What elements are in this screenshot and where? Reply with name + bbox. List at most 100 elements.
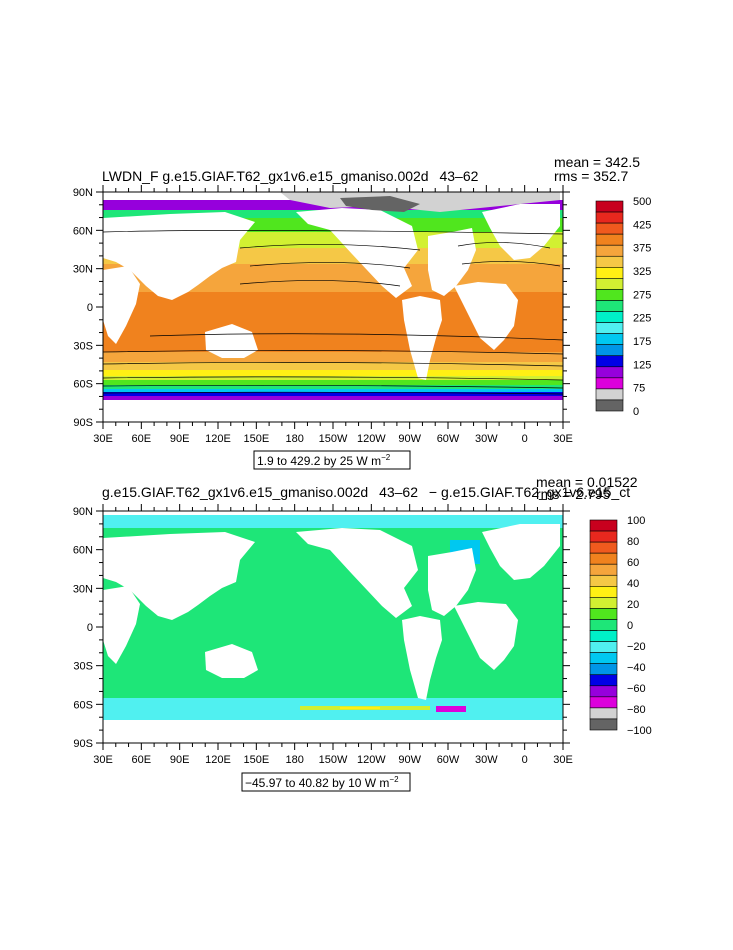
x-tick-label: 60W xyxy=(437,754,460,766)
colorbar-label: −80 xyxy=(627,704,646,716)
colorbar-swatch xyxy=(595,344,624,357)
x-tick-label: 30W xyxy=(475,433,498,445)
colorbar-swatch xyxy=(595,388,624,401)
colorbar-swatch xyxy=(589,563,618,576)
y-tick-label: 0 xyxy=(87,302,93,314)
colorbar-label: 20 xyxy=(627,599,639,611)
colorbar-swatch xyxy=(595,222,624,235)
colorbar-swatch xyxy=(595,278,624,290)
colorbar-swatch xyxy=(589,530,618,543)
panel-1-range-label: 1.9 to 429.2 by 25 W m−2 xyxy=(257,453,391,468)
x-tick-label: 30W xyxy=(475,754,498,766)
colorbar-swatch xyxy=(589,608,618,620)
colorbar-swatch xyxy=(589,641,618,653)
colorbar-swatch xyxy=(589,718,618,731)
panel-2-colorbar-labels: 100 80 60 40 20 0 −20 −40 −60 −80 −100 xyxy=(627,515,652,737)
colorbar-swatch xyxy=(595,399,624,412)
colorbar-swatch xyxy=(595,200,624,213)
x-tick-label: 150W xyxy=(319,754,348,766)
colorbar-label: 0 xyxy=(627,620,633,632)
y-tick-label: 60N xyxy=(73,545,93,557)
colorbar-label: 375 xyxy=(633,243,651,255)
x-tick-label: 150E xyxy=(243,433,269,445)
panel-2-range-box xyxy=(241,772,411,792)
panel-1-ticks xyxy=(96,185,570,429)
colorbar-swatch xyxy=(595,233,624,246)
panel-1: LWDN_F g.e15.GIAF.T62_gx1v6.e15_gmaniso.… xyxy=(73,154,651,470)
panel-1-colorbar xyxy=(595,200,624,412)
y-tick-label: 60N xyxy=(73,225,93,237)
colorbar-swatch xyxy=(589,574,618,587)
colorbar-swatch xyxy=(589,652,618,664)
colorbar-swatch xyxy=(589,707,618,720)
colorbar-label: 0 xyxy=(633,406,639,418)
x-tick-label: 120W xyxy=(357,433,386,445)
panel-2-title: g.e15.GIAF.T62_gx1v6.e15_gmaniso.002d 43… xyxy=(102,484,630,500)
colorbar-swatch xyxy=(595,255,624,268)
x-tick-label: 150W xyxy=(319,433,348,445)
colorbar-label: 175 xyxy=(633,336,651,348)
panel-1-range-box xyxy=(253,450,411,470)
x-tick-label: 120E xyxy=(205,754,231,766)
colorbar-swatch xyxy=(595,289,624,301)
x-tick-label: 60E xyxy=(132,754,152,766)
x-tick-label: 180 xyxy=(285,754,303,766)
panel-2-ticks xyxy=(96,504,570,750)
colorbar-label: 60 xyxy=(627,557,639,569)
panel-2-field xyxy=(103,511,563,743)
colorbar-swatch xyxy=(595,267,624,279)
x-tick-label: 30E xyxy=(553,754,573,766)
panel-1-mean: mean = 342.5 xyxy=(554,154,640,170)
x-tick-label: 30E xyxy=(553,433,573,445)
colorbar-label: −100 xyxy=(627,725,652,737)
y-tick-label: 30S xyxy=(73,340,93,352)
panel-1-x-tick-labels: 30E 60E 90E 120E 150E 180 150W 120W 90W 60W 30W 0 30… xyxy=(93,433,573,445)
colorbar-swatch xyxy=(589,630,618,642)
colorbar-label: 40 xyxy=(627,578,639,590)
colorbar-swatch xyxy=(589,552,618,565)
colorbar-swatch xyxy=(589,597,618,609)
panel-1-rms: rms = 352.7 xyxy=(554,168,629,184)
colorbar-label: 425 xyxy=(633,219,651,231)
colorbar-swatch xyxy=(595,244,624,257)
colorbar-label: −20 xyxy=(627,641,646,653)
colorbar-label: 500 xyxy=(633,196,651,208)
x-tick-label: 120W xyxy=(357,754,386,766)
x-tick-label: 60W xyxy=(437,433,460,445)
y-tick-label: 90S xyxy=(73,417,93,429)
panel-2: g.e15.GIAF.T62_gx1v6.e15_gmaniso.002d 43… xyxy=(73,474,652,792)
colorbar-swatch xyxy=(595,322,624,334)
colorbar-label: −40 xyxy=(627,662,646,674)
colorbar-swatch xyxy=(595,366,624,379)
x-tick-label: 90E xyxy=(170,754,190,766)
colorbar-label: 80 xyxy=(627,536,639,548)
x-tick-label: 0 xyxy=(522,754,528,766)
panel-1-y-tick-labels: 90N 60N 30N 0 30S 60S 90S xyxy=(73,187,93,429)
y-tick-label: 60S xyxy=(73,379,93,391)
colorbar-swatch xyxy=(595,311,624,323)
colorbar-swatch xyxy=(595,211,624,224)
colorbar-swatch xyxy=(595,377,624,390)
panel-1-colorbar-labels: 500 425 375 325 275 225 175 125 75 0 xyxy=(633,196,651,418)
colorbar-swatch xyxy=(595,300,624,312)
x-tick-label: 90E xyxy=(170,433,190,445)
colorbar-label: 75 xyxy=(633,383,645,395)
x-tick-label: 120E xyxy=(205,433,231,445)
panel-2-colorbar xyxy=(589,519,618,731)
colorbar-label: 275 xyxy=(633,289,651,301)
x-tick-label: 150E xyxy=(243,754,269,766)
x-tick-label: 0 xyxy=(522,433,528,445)
y-tick-label: 90N xyxy=(73,187,93,199)
colorbar-swatch xyxy=(589,696,618,709)
y-tick-label: 30N xyxy=(73,264,93,276)
x-tick-label: 180 xyxy=(285,433,303,445)
x-tick-label: 30E xyxy=(93,754,113,766)
colorbar-label: −60 xyxy=(627,683,646,695)
y-tick-label: 0 xyxy=(87,622,93,634)
y-tick-label: 60S xyxy=(73,699,93,711)
colorbar-swatch xyxy=(589,619,618,631)
y-tick-label: 30S xyxy=(73,661,93,673)
panel-2-x-tick-labels: 30E 60E 90E 120E 150E 180 150W 120W 90W 60W 30W 0 30… xyxy=(93,754,573,766)
panel-2-y-tick-labels: 90N 60N 30N 0 30S 60S 90S xyxy=(73,506,93,750)
